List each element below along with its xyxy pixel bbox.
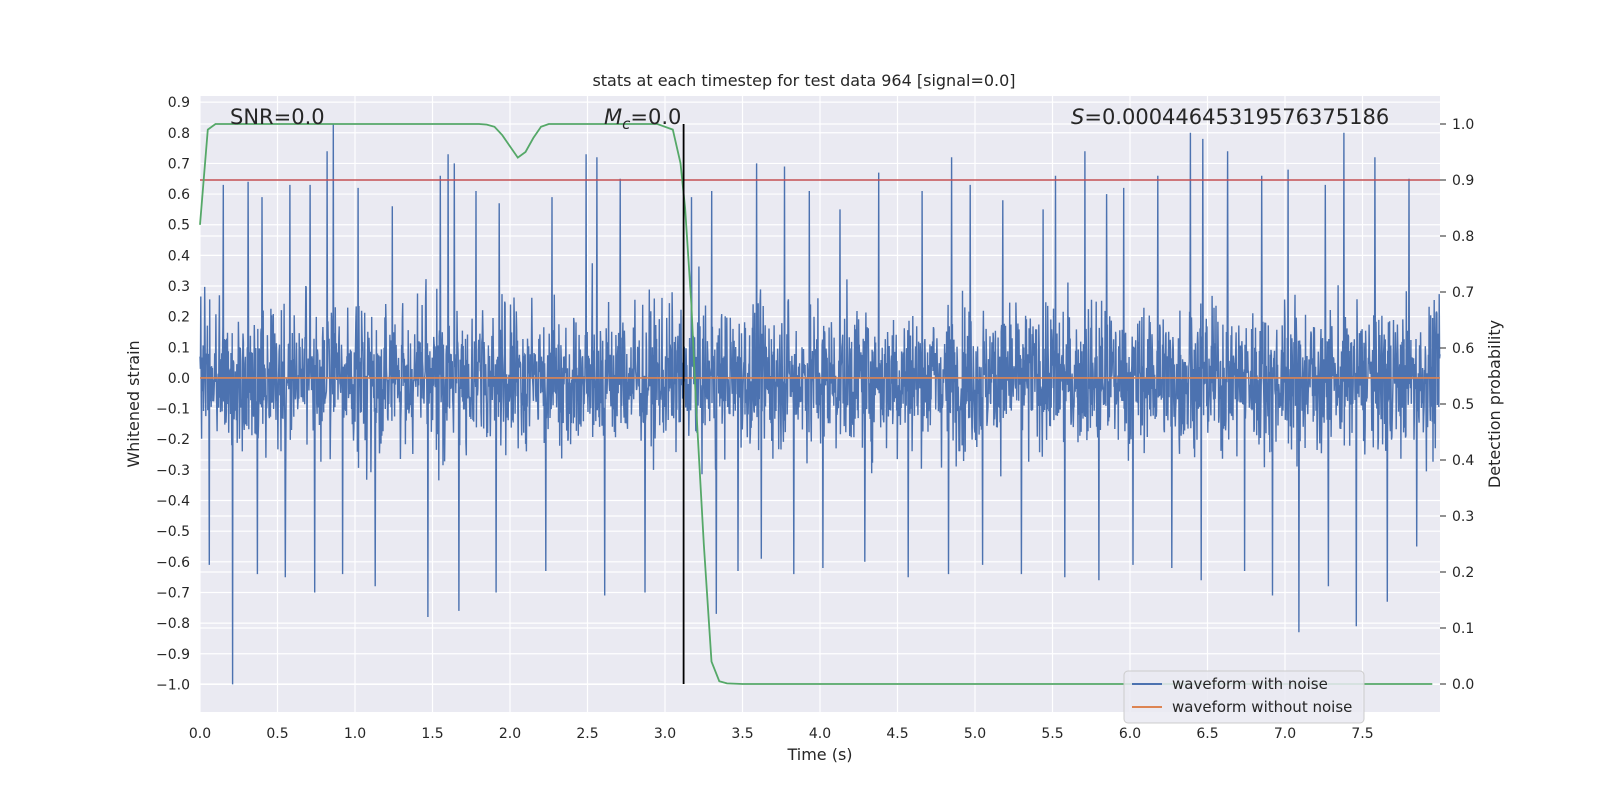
x-tick-label: 7.5: [1351, 726, 1373, 742]
y2-tick-label: 0.9: [1452, 173, 1474, 189]
legend: waveform with noise waveform without noi…: [1123, 670, 1365, 724]
y-tick-label: 0.6: [168, 187, 190, 203]
y2-axis-label: Detection probability: [1485, 320, 1504, 488]
y-tick-label: 0.8: [168, 126, 190, 142]
y2-tick-label: 0.8: [1452, 229, 1474, 245]
x-tick-label: 0.5: [266, 726, 288, 742]
y2-tick-label: 1.0: [1452, 117, 1474, 133]
legend-label-clean: waveform without noise: [1172, 698, 1352, 716]
y2-tick-label: 0.1: [1452, 621, 1474, 637]
x-tick-label: 6.0: [1119, 726, 1141, 742]
s-annotation: S=0.00044645319576375186: [1071, 105, 1389, 129]
x-tick-label: 0.0: [189, 726, 211, 742]
noise-waveform: [199, 123, 1441, 685]
y2-tick-label: 0.2: [1452, 565, 1474, 581]
probability-curve-group: [199, 123, 1433, 685]
s-symbol: S: [1071, 105, 1084, 129]
chirp-mass-value: =0.0: [630, 105, 681, 129]
y-tick-label: 0.2: [168, 310, 190, 326]
y-tick-label: −0.6: [156, 555, 190, 571]
y-tick-label: −0.8: [156, 616, 190, 632]
y-tick-label: −0.9: [156, 647, 190, 663]
y2-tick-label: 0.0: [1452, 677, 1474, 693]
x-tick-label: 6.5: [1196, 726, 1218, 742]
x-tick-label: 3.0: [654, 726, 676, 742]
snr-annotation: SNR=0.0: [230, 105, 325, 129]
y2-tick-label: 0.5: [1452, 397, 1474, 413]
y-tick-label: −0.3: [156, 463, 190, 479]
x-tick-label: 5.5: [1041, 726, 1063, 742]
x-tick-label: 7.0: [1274, 726, 1296, 742]
y-tick-label: −0.4: [156, 494, 190, 510]
y-tick-label: −1.0: [156, 677, 190, 693]
y-axis-right-ticks: 1.0 0.9 0.8 0.7 0.6 0.5 0.4 0.3 0.2 0.1 0.0: [1440, 117, 1474, 693]
x-tick-label: 2.0: [499, 726, 521, 742]
y2-tick-label: 0.4: [1452, 453, 1474, 469]
chart-title: stats at each timestep for test data 964…: [592, 71, 1015, 90]
x-tick-label: 4.0: [809, 726, 831, 742]
chirp-mass-symbol: M: [604, 105, 622, 129]
y-axis-label: Whitened strain: [124, 340, 143, 467]
y-tick-label: 0.1: [168, 340, 190, 356]
chirp-mass-annotation: Mc=0.0: [604, 105, 681, 133]
y2-tick-label: 0.7: [1452, 285, 1474, 301]
x-tick-label: 1.0: [344, 726, 366, 742]
y2-tick-label: 0.3: [1452, 509, 1474, 525]
y2-tick-label: 0.6: [1452, 341, 1474, 357]
y-tick-label: 0.7: [168, 156, 190, 172]
x-tick-label: 3.5: [731, 726, 753, 742]
y-tick-label: 0.0: [168, 371, 190, 387]
y-tick-label: −0.5: [156, 524, 190, 540]
s-value: =0.00044645319576375186: [1084, 105, 1389, 129]
y-tick-label: 0.9: [168, 95, 190, 111]
chirp-mass-subscript: c: [622, 115, 631, 133]
x-axis-ticks: 0.0 0.5 1.0 1.5 2.0 2.5 3.0 3.5 4.0 4.5 5.0 5.5 6.0 6…: [189, 726, 1374, 742]
detection-probability-line: [199, 123, 1433, 685]
x-tick-label: 1.5: [421, 726, 443, 742]
x-axis-label: Time (s): [786, 745, 852, 764]
x-tick-label: 2.5: [576, 726, 598, 742]
legend-box: [1123, 670, 1365, 724]
y-axis-left-ticks: 0.9 0.8 0.7 0.6 0.5 0.4 0.3 0.2 0.1 0.0 −0.1 −0.2 −0…: [156, 95, 190, 693]
y-tick-label: −0.1: [156, 402, 190, 418]
x-tick-label: 5.0: [964, 726, 986, 742]
legend-label-noise: waveform with noise: [1172, 675, 1328, 693]
y-tick-label: −0.7: [156, 585, 190, 601]
y-tick-label: 0.3: [168, 279, 190, 295]
x-tick-label: 4.5: [886, 726, 908, 742]
y-tick-label: −0.2: [156, 432, 190, 448]
y-tick-label: 0.4: [168, 248, 190, 264]
noise-waveform-line: [199, 123, 1441, 685]
y-tick-label: 0.5: [168, 218, 190, 234]
